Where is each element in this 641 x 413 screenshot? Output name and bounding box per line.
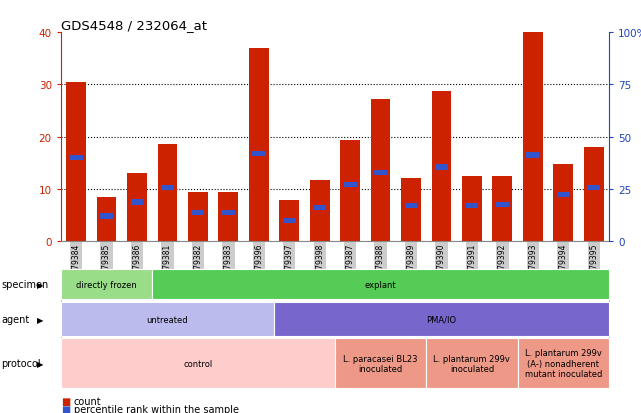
Bar <box>188 192 208 242</box>
Bar <box>344 183 356 188</box>
Text: ▶: ▶ <box>37 315 43 324</box>
Bar <box>131 200 144 205</box>
Text: L. plantarum 299v
inoculated: L. plantarum 299v inoculated <box>433 354 510 373</box>
Text: directly frozen: directly frozen <box>76 280 137 289</box>
Text: protocol: protocol <box>1 358 41 368</box>
Bar <box>161 186 174 191</box>
Text: untreated: untreated <box>147 315 188 324</box>
Bar <box>370 100 390 242</box>
Bar <box>283 218 296 223</box>
Bar <box>404 204 417 209</box>
Bar <box>557 192 570 197</box>
Bar <box>66 83 86 242</box>
Bar <box>97 197 117 242</box>
Bar <box>158 145 178 242</box>
Text: percentile rank within the sample: percentile rank within the sample <box>74 404 238 413</box>
Bar <box>553 164 573 242</box>
Bar <box>222 210 235 216</box>
Text: ■: ■ <box>61 404 70 413</box>
Text: count: count <box>74 396 101 406</box>
Text: L. paracasei BL23
inoculated: L. paracasei BL23 inoculated <box>344 354 418 373</box>
Bar <box>374 170 387 176</box>
Bar <box>70 156 83 161</box>
Bar <box>584 148 604 242</box>
Bar <box>401 179 421 242</box>
Bar <box>435 165 448 170</box>
Text: control: control <box>183 359 213 368</box>
Bar <box>192 210 204 216</box>
Bar <box>100 214 113 219</box>
Text: explant: explant <box>365 280 396 289</box>
Text: PMA/IO: PMA/IO <box>426 315 456 324</box>
Text: ■: ■ <box>61 396 70 406</box>
Bar <box>340 141 360 242</box>
Bar <box>253 152 265 157</box>
Text: GDS4548 / 232064_at: GDS4548 / 232064_at <box>61 19 207 32</box>
Text: L. plantarum 299v
(A-) nonadherent
mutant inoculated: L. plantarum 299v (A-) nonadherent mutan… <box>524 349 602 378</box>
Text: ▶: ▶ <box>37 359 43 368</box>
Bar <box>587 186 600 191</box>
Text: ▶: ▶ <box>37 280 43 289</box>
Bar <box>313 205 326 210</box>
Bar <box>127 174 147 242</box>
Bar <box>465 204 478 209</box>
Bar <box>462 176 482 242</box>
Bar <box>496 202 509 208</box>
Bar <box>492 176 512 242</box>
Bar <box>523 33 543 242</box>
Bar <box>526 153 539 158</box>
Bar <box>249 49 269 242</box>
Text: agent: agent <box>1 315 29 325</box>
Bar <box>279 201 299 242</box>
Bar <box>219 192 238 242</box>
Bar <box>310 180 329 242</box>
Bar <box>431 91 451 242</box>
Text: specimen: specimen <box>1 280 49 290</box>
